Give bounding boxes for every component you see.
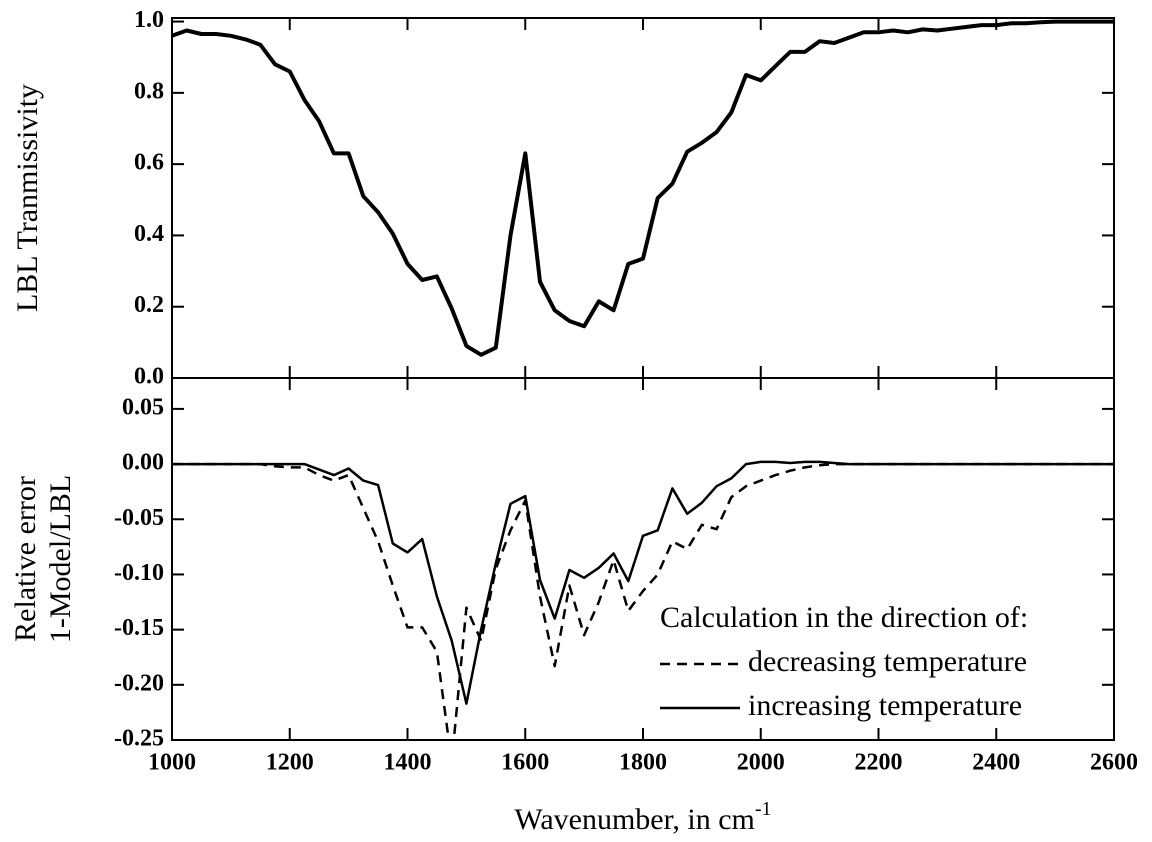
- y-tick-label: 0.8: [134, 78, 164, 104]
- y-axis-label: Relative error: [9, 476, 42, 642]
- plot-lines: [172, 460, 1114, 740]
- y-tick-label: -0.15: [114, 615, 164, 641]
- legend-label: increasing temperature: [748, 689, 1022, 722]
- x-tick-label: 1400: [384, 750, 432, 776]
- y-tick-label: 0.6: [134, 150, 164, 176]
- legend-label: decreasing temperature: [748, 645, 1027, 678]
- y-tick-label: -0.10: [114, 560, 164, 586]
- x-tick-label: 1600: [501, 750, 549, 776]
- x-tick-label: 1800: [619, 750, 667, 776]
- data-line: [172, 460, 1114, 705]
- x-tick-label: 1000: [148, 750, 196, 776]
- y-tick-label: -0.05: [114, 505, 164, 531]
- x-tick-label: 1200: [266, 750, 314, 776]
- y-tick-label: 0.2: [134, 292, 164, 318]
- y-tick-label: 0.0: [134, 364, 164, 390]
- x-tick-label: 2400: [972, 750, 1020, 776]
- legend-title: Calculation in the direction of:: [660, 601, 1028, 634]
- x-axis-label: Wavenumber, in cm-1: [514, 798, 771, 836]
- x-tick-label: 2000: [737, 750, 785, 776]
- y-tick-label: -0.20: [114, 670, 164, 696]
- y-tick-label: 0.00: [122, 450, 164, 476]
- plot-frame: [171, 377, 1115, 741]
- data-line: [172, 19, 1114, 357]
- plot-lines: [172, 19, 1114, 357]
- y-tick-label: -0.25: [114, 726, 164, 752]
- x-axis-label-sup: -1: [755, 798, 772, 820]
- plot-frame: [171, 17, 1115, 379]
- y-axis-label: 1-Model/LBL: [44, 475, 77, 643]
- y-tick-label: 0.4: [134, 221, 164, 247]
- y-tick-label: 0.05: [122, 394, 164, 420]
- y-tick-label: 1.0: [134, 7, 164, 33]
- y-axis-label: LBL Tranmissivity: [11, 84, 44, 312]
- x-tick-label: 2200: [855, 750, 903, 776]
- x-axis-label-text: Wavenumber, in cm: [514, 803, 754, 836]
- x-tick-label: 2600: [1090, 750, 1138, 776]
